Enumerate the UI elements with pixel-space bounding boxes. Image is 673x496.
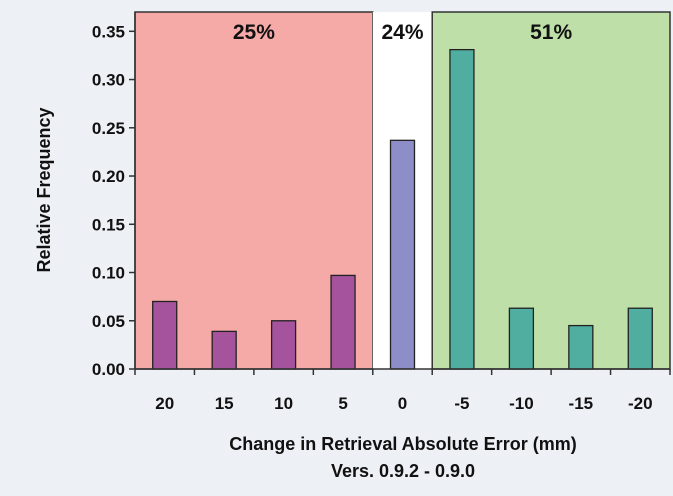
labels-layer: 25% 24% 51% 0.00 0.05 0.10 0.15 0.20 0.25 0.30 0.3…	[92, 21, 653, 413]
x-axis-title: Change in Retrieval Absolute Error (mm)	[229, 434, 576, 454]
y-tick-label: 0.20	[92, 167, 125, 186]
region-percent-label: 51%	[530, 21, 572, 44]
bar	[568, 324, 594, 370]
bars-layer	[152, 48, 653, 370]
y-tick-label: 0.35	[92, 22, 125, 41]
x-tick-label: -5	[454, 394, 469, 413]
bar	[508, 307, 535, 370]
region-percent-label: 25%	[233, 21, 275, 44]
bar	[152, 300, 178, 370]
y-axis-title: Relative Frequency	[34, 107, 54, 272]
y-tick-label: 0.00	[92, 360, 125, 379]
bar	[449, 48, 475, 370]
x-tick-label: 20	[155, 394, 174, 413]
bar	[330, 274, 356, 370]
y-tick-label: 0.10	[92, 264, 125, 283]
x-tick-label: 5	[338, 394, 347, 413]
x-tick-label: 15	[215, 394, 234, 413]
y-tick-label: 0.15	[92, 215, 125, 234]
y-tick-label: 0.25	[92, 119, 125, 138]
bar	[389, 139, 416, 370]
y-tick-label: 0.30	[92, 71, 125, 90]
x-tick-label: -15	[569, 394, 594, 413]
x-tick-label: -10	[509, 394, 534, 413]
bar	[211, 330, 237, 370]
bar	[627, 307, 653, 370]
bar	[270, 320, 297, 370]
chart-subtitle: Vers. 0.9.2 - 0.9.0	[331, 461, 475, 481]
x-tick-label: 10	[274, 394, 293, 413]
x-tick-label: 0	[398, 394, 407, 413]
region-percent-label: 24%	[381, 21, 423, 44]
y-tick-label: 0.05	[92, 312, 125, 331]
x-tick-label: -20	[628, 394, 653, 413]
axes-layer	[129, 12, 671, 375]
